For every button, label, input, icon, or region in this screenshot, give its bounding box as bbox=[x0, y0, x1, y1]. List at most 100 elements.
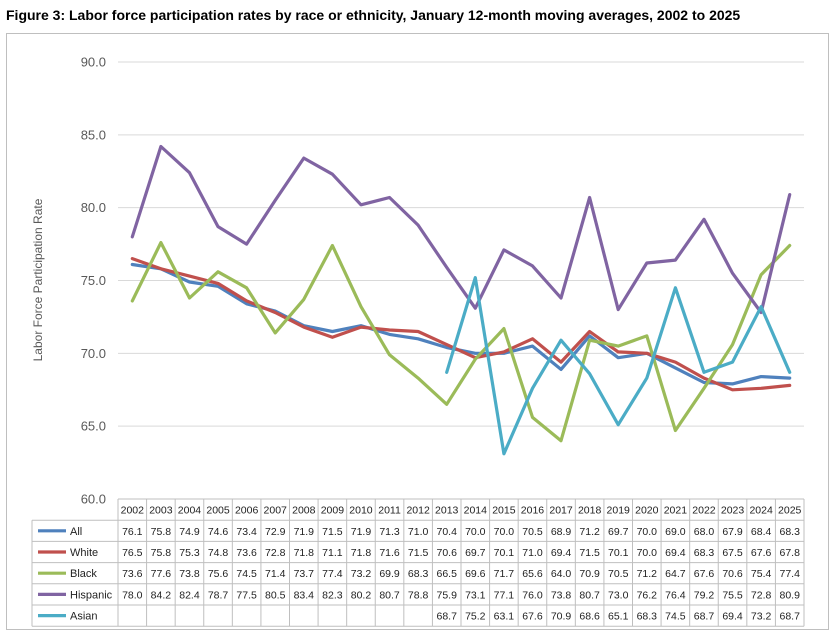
chart-frame bbox=[6, 33, 829, 630]
data-label: 66.5 bbox=[436, 568, 457, 580]
x-tick-label: 2012 bbox=[406, 505, 430, 517]
x-tick-label: 2013 bbox=[435, 505, 459, 517]
y-tick-label: 80.0 bbox=[81, 200, 106, 215]
data-label: 65.1 bbox=[608, 611, 629, 623]
data-label: 74.5 bbox=[236, 568, 257, 580]
data-label: 69.7 bbox=[465, 547, 486, 559]
data-label: 76.0 bbox=[522, 589, 543, 601]
data-label: 68.0 bbox=[694, 526, 715, 538]
data-label: 74.5 bbox=[665, 611, 686, 623]
y-tick-label: 70.0 bbox=[81, 346, 106, 361]
data-label: 72.8 bbox=[265, 547, 286, 559]
x-tick-label: 2004 bbox=[178, 505, 202, 517]
x-tick-label: 2017 bbox=[549, 505, 573, 517]
data-label: 68.7 bbox=[779, 611, 800, 623]
data-label: 69.4 bbox=[722, 611, 743, 623]
data-label: 71.4 bbox=[265, 568, 286, 580]
data-label: 70.0 bbox=[465, 526, 486, 538]
data-label: 75.2 bbox=[465, 611, 486, 623]
legend-label: All bbox=[70, 526, 82, 538]
data-label: 75.4 bbox=[751, 568, 772, 580]
x-tick-label: 2008 bbox=[292, 505, 316, 517]
data-label: 68.3 bbox=[779, 526, 800, 538]
data-label: 76.5 bbox=[122, 547, 143, 559]
x-tick-label: 2014 bbox=[464, 505, 488, 517]
data-label: 80.7 bbox=[579, 589, 600, 601]
data-label: 73.4 bbox=[236, 526, 257, 538]
data-label: 72.9 bbox=[265, 526, 286, 538]
series-line-black bbox=[130, 241, 792, 443]
data-label: 75.5 bbox=[722, 589, 743, 601]
data-label: 73.8 bbox=[179, 568, 200, 580]
data-label: 71.8 bbox=[294, 547, 315, 559]
data-label: 71.6 bbox=[379, 547, 400, 559]
y-axis-label: Labor Force Participation Rate bbox=[31, 198, 45, 361]
chart-title: Figure 3: Labor force participation rate… bbox=[6, 7, 741, 23]
gridlines bbox=[118, 61, 804, 427]
data-label: 70.0 bbox=[637, 547, 658, 559]
data-label: 71.2 bbox=[579, 526, 600, 538]
legend-label: Asian bbox=[70, 611, 98, 623]
data-label: 70.1 bbox=[608, 547, 629, 559]
y-tick-label: 90.0 bbox=[81, 55, 106, 70]
data-label: 71.5 bbox=[579, 547, 600, 559]
data-table: 2002 2003 2004 2005 2006 2007 2008 2009 2010 2011… bbox=[31, 498, 805, 627]
data-label: 67.5 bbox=[722, 547, 743, 559]
x-tick-label: 2007 bbox=[264, 505, 288, 517]
data-label: 80.9 bbox=[779, 589, 800, 601]
data-label: 68.3 bbox=[408, 568, 429, 580]
data-label: 77.4 bbox=[322, 568, 343, 580]
data-label: 69.0 bbox=[665, 526, 686, 538]
data-label: 70.4 bbox=[436, 526, 457, 538]
data-label: 71.0 bbox=[522, 547, 543, 559]
data-label: 75.3 bbox=[179, 547, 200, 559]
data-label: 71.2 bbox=[637, 568, 658, 580]
x-tick-label: 2025 bbox=[778, 505, 802, 517]
data-label: 76.1 bbox=[122, 526, 143, 538]
data-label: 71.3 bbox=[379, 526, 400, 538]
data-label: 75.9 bbox=[436, 589, 457, 601]
data-label: 68.7 bbox=[694, 611, 715, 623]
data-label: 76.4 bbox=[665, 589, 686, 601]
data-label: 70.1 bbox=[494, 547, 515, 559]
y-tick-label: 75.0 bbox=[81, 273, 106, 288]
data-label: 77.1 bbox=[494, 589, 515, 601]
data-label: 69.9 bbox=[379, 568, 400, 580]
data-label: 67.9 bbox=[722, 526, 743, 538]
data-label: 70.0 bbox=[494, 526, 515, 538]
data-label: 68.3 bbox=[694, 547, 715, 559]
data-label: 70.9 bbox=[579, 568, 600, 580]
data-label: 69.4 bbox=[665, 547, 686, 559]
data-label: 71.9 bbox=[351, 526, 372, 538]
data-label: 71.7 bbox=[494, 568, 515, 580]
data-label: 76.2 bbox=[637, 589, 658, 601]
x-tick-label: 2010 bbox=[349, 505, 373, 517]
data-label: 71.5 bbox=[408, 547, 429, 559]
data-label: 77.5 bbox=[236, 589, 257, 601]
data-label: 67.8 bbox=[779, 547, 800, 559]
data-label: 73.0 bbox=[608, 589, 629, 601]
data-label: 75.8 bbox=[151, 547, 172, 559]
data-label: 82.4 bbox=[179, 589, 200, 601]
x-tick-label: 2018 bbox=[578, 505, 602, 517]
data-label: 64.0 bbox=[551, 568, 572, 580]
data-label: 75.8 bbox=[151, 526, 172, 538]
data-label: 72.8 bbox=[751, 589, 772, 601]
series-line-hispanic bbox=[130, 144, 792, 315]
x-tick-label: 2022 bbox=[692, 505, 716, 517]
x-tick-label: 2005 bbox=[206, 505, 230, 517]
y-axis-ticks: 60.0 65.0 70.0 75.0 80.0 85.0 90.0 bbox=[81, 55, 106, 507]
x-tick-label: 2016 bbox=[521, 505, 545, 517]
data-label: 83.4 bbox=[294, 589, 315, 601]
x-tick-label: 2021 bbox=[664, 505, 688, 517]
y-tick-label: 65.0 bbox=[81, 419, 106, 434]
data-label: 71.5 bbox=[322, 526, 343, 538]
x-tick-label: 2024 bbox=[749, 505, 773, 517]
x-tick-label: 2006 bbox=[235, 505, 259, 517]
legend-label: Black bbox=[70, 568, 97, 580]
data-label: 80.2 bbox=[351, 589, 372, 601]
x-tick-label: 2019 bbox=[607, 505, 631, 517]
data-label: 73.6 bbox=[122, 568, 143, 580]
data-label: 69.7 bbox=[608, 526, 629, 538]
data-label: 70.9 bbox=[551, 611, 572, 623]
